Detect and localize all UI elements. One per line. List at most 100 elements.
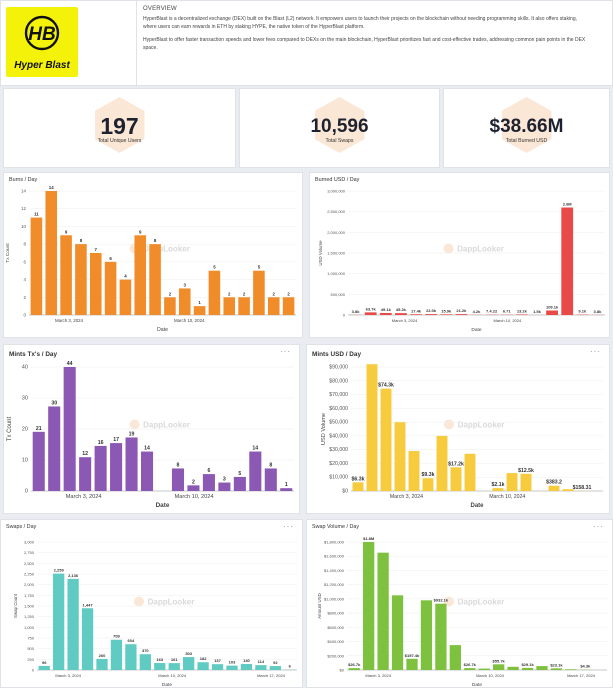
data-label: 5 <box>258 265 261 270</box>
bar <box>202 474 215 491</box>
bar <box>450 467 462 491</box>
bar <box>218 482 231 491</box>
chart-title: Mints USD / Day <box>312 351 362 358</box>
x-tick-label: March 3, 2024 <box>392 318 418 323</box>
watermark-text: DappLooker <box>143 245 190 254</box>
data-label: $4.3k <box>580 664 591 669</box>
x-tick-label: March 3, 2024 <box>55 673 81 678</box>
data-label: 260 <box>99 653 106 658</box>
data-label: 137 <box>214 658 221 663</box>
bar <box>30 217 43 315</box>
data-label: 8 <box>154 238 157 243</box>
bar <box>478 668 490 670</box>
more-options-icon[interactable]: ··· <box>593 522 604 531</box>
chart-panel-mints-usd: Mints USD / Day ··· DappLooker $0 $10,000 $… <box>306 344 610 514</box>
swaps-chart: DappLooker 0 250 500 750 1,000 1,250 1,500 1,750… <box>13 540 297 688</box>
overview-p2-line2: space. <box>143 45 158 51</box>
bar <box>255 665 267 670</box>
more-options-icon[interactable]: ··· <box>280 347 291 356</box>
y-tick-label: 0 <box>25 489 28 495</box>
bar <box>379 312 392 315</box>
bar <box>435 603 447 670</box>
bar <box>550 668 563 670</box>
bar <box>119 279 132 315</box>
overview-p1-line1: HyperBlast is a decentralized exchange (… <box>143 16 578 22</box>
chart-panel-swap-volume: Swap Volume / Day ··· DappLooker $0 $200,0… <box>306 519 613 688</box>
more-options-icon[interactable]: ··· <box>590 347 601 356</box>
y-tick-label: $1,200,000 <box>324 582 345 587</box>
data-label: 8 <box>269 462 272 468</box>
svg-text:HB: HB <box>28 24 56 45</box>
bar <box>211 664 224 670</box>
y-tick-label: 250 <box>27 657 34 662</box>
x-tick-label: March 3, 2024 <box>365 673 391 678</box>
x-axis-label: Date <box>471 327 481 333</box>
data-label: 92 <box>273 660 278 665</box>
data-label: 14 <box>252 446 258 452</box>
bar <box>380 388 392 491</box>
data-label: 2 <box>243 291 246 296</box>
bar <box>110 443 123 491</box>
data-label: 13.2k <box>517 308 528 313</box>
watermark-icon <box>443 243 454 254</box>
y-tick-label: 2 <box>24 295 27 300</box>
y-tick-label: $200,000 <box>327 653 344 658</box>
y-tick-label: 500 <box>27 646 34 651</box>
bar <box>38 665 50 670</box>
data-label: 5 <box>213 265 216 270</box>
y-tick-label: 8 <box>24 242 27 247</box>
x-tick-label: March 10, 2024 <box>175 494 214 500</box>
data-label: 161 <box>171 657 178 662</box>
data-label: 103 <box>229 660 236 665</box>
y-tick-label: 2,500,000 <box>327 209 346 214</box>
bar <box>548 485 560 491</box>
y-tick-label: 1,250 <box>24 614 35 619</box>
y-tick-label: 0 <box>343 313 346 318</box>
y-tick-label: 1,500,000 <box>327 251 346 256</box>
data-label: $158.31 <box>573 485 592 491</box>
bar <box>366 364 378 491</box>
data-label: $383.2 <box>546 480 562 486</box>
chart-title: Swaps / Day <box>6 524 37 530</box>
y-tick-label: 40 <box>22 365 28 371</box>
bar <box>125 437 138 491</box>
more-options-icon[interactable]: ··· <box>283 522 294 531</box>
data-label: 1 <box>198 300 201 305</box>
y-tick-label: 4 <box>24 277 27 282</box>
bar <box>282 297 295 315</box>
data-label: $1.8M <box>363 536 375 541</box>
data-label: 8 <box>80 238 83 243</box>
bar <box>425 314 438 315</box>
bar <box>253 270 265 315</box>
bar <box>110 639 123 670</box>
bar <box>249 451 262 491</box>
data-label: 303 <box>185 651 192 656</box>
data-label: 17.4k <box>411 308 422 313</box>
data-label: $6.3k <box>352 476 365 482</box>
y-tick-label: $50,000 <box>329 420 348 426</box>
data-label: 11 <box>34 212 39 217</box>
data-label: 6 <box>207 468 210 474</box>
logo-card: HB Hyper Blast <box>0 0 137 86</box>
data-label: 2 <box>169 291 172 296</box>
y-axis-label: Amount USD <box>317 593 322 619</box>
watermark-text: DappLooker <box>457 245 504 254</box>
bar <box>81 608 94 670</box>
watermark-text: DappLooker <box>458 421 505 430</box>
bar <box>171 468 185 491</box>
data-label: 3 <box>223 477 226 483</box>
bar <box>208 270 221 315</box>
data-label: 2,136 <box>68 573 79 578</box>
watermark-icon <box>134 596 144 607</box>
data-label: 370 <box>142 648 149 653</box>
data-label: 182 <box>200 656 207 661</box>
bar <box>75 244 87 315</box>
data-label: 9 <box>139 229 142 234</box>
data-label: 140 <box>243 658 250 663</box>
data-label: 1,447 <box>83 602 94 607</box>
bar <box>561 207 574 315</box>
y-tick-label: $400,000 <box>327 639 344 644</box>
y-tick-label: $1,400,000 <box>324 568 345 573</box>
chart-title: Mints Tx's / Day <box>9 351 58 358</box>
swap-volume-chart: DappLooker $0 $200,000 $400,000 $600,000 $800… <box>317 536 607 688</box>
